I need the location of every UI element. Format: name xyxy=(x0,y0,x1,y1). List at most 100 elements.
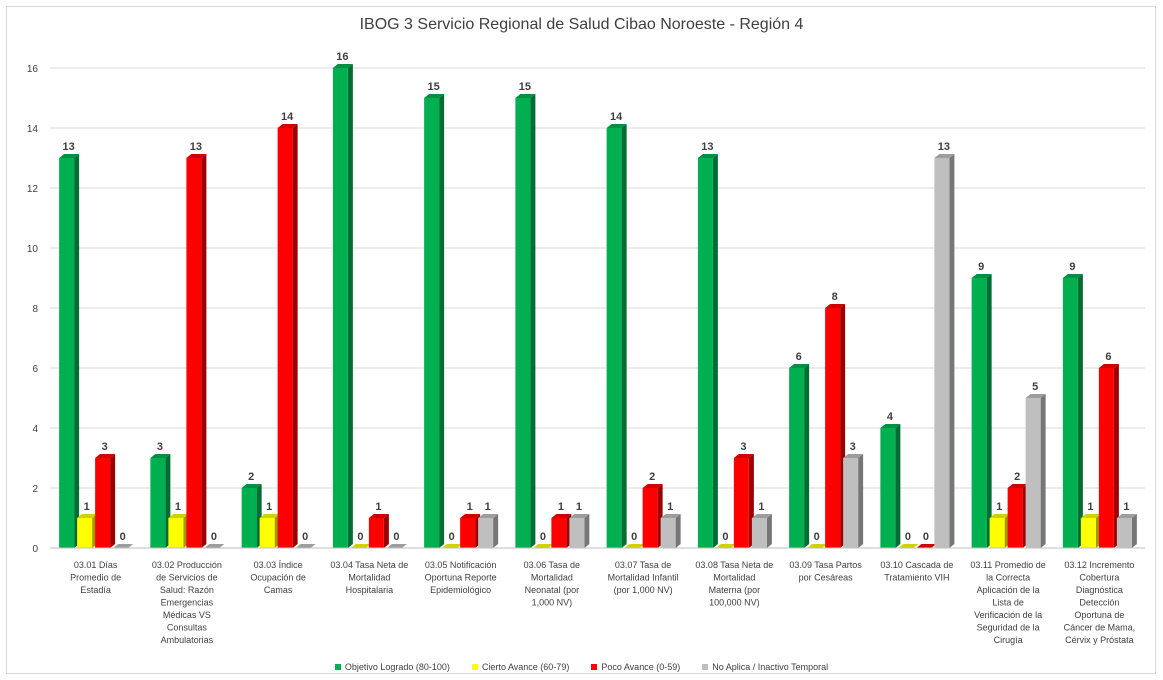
x-tick-label: Mortalidad xyxy=(348,573,390,583)
bar xyxy=(1062,278,1078,548)
bar-top xyxy=(515,94,536,98)
data-label: 4 xyxy=(887,411,894,423)
x-tick-label: Ocupación de xyxy=(250,573,306,583)
bar xyxy=(368,518,384,548)
bar-top xyxy=(424,94,445,98)
bar-top xyxy=(186,154,207,158)
x-tick-label: Materna (por xyxy=(709,585,761,595)
data-label: 0 xyxy=(722,531,728,543)
legend-label: Objetivo Logrado (80-100) xyxy=(344,662,450,672)
data-label: 0 xyxy=(814,531,820,543)
data-label: 1 xyxy=(84,501,90,513)
bar xyxy=(660,518,676,548)
x-tick-label: (por 1,000 NV) xyxy=(614,585,673,595)
data-label: 13 xyxy=(63,141,75,153)
bar-top xyxy=(277,124,298,128)
data-label: 0 xyxy=(302,531,308,543)
bar-side xyxy=(675,514,681,548)
bar xyxy=(569,518,585,548)
data-label: 1 xyxy=(485,501,491,513)
bar-top xyxy=(916,544,937,548)
bar-top xyxy=(460,514,481,518)
bar xyxy=(95,458,111,548)
data-label: 8 xyxy=(832,291,838,303)
bar-top xyxy=(241,484,262,488)
data-label: 13 xyxy=(190,141,202,153)
data-label: 16 xyxy=(336,51,348,63)
bar xyxy=(880,428,896,548)
data-label: 3 xyxy=(850,441,856,453)
data-label: 1 xyxy=(558,501,564,513)
bar xyxy=(606,128,622,548)
bar xyxy=(989,518,1005,548)
x-tick-label: Promedio de xyxy=(70,573,121,583)
x-tick-label: Neonatal (por xyxy=(525,585,580,595)
data-label: 1 xyxy=(667,501,673,513)
bar-side xyxy=(110,454,116,548)
bar-top xyxy=(989,514,1010,518)
data-label: 13 xyxy=(938,141,950,153)
bar-top xyxy=(77,514,98,518)
bar-top xyxy=(168,514,189,518)
bar-top xyxy=(295,544,316,548)
bar-top xyxy=(259,514,280,518)
bar-top xyxy=(569,514,590,518)
bar-side xyxy=(895,424,901,548)
legend-swatch xyxy=(591,664,598,670)
bar-top xyxy=(733,454,754,458)
bar-top xyxy=(642,484,663,488)
x-tick-label: Hospitalaria xyxy=(346,585,394,595)
bar xyxy=(515,98,531,548)
legend-swatch xyxy=(334,664,341,670)
bar xyxy=(789,368,805,548)
bar xyxy=(186,158,202,548)
bar-side xyxy=(292,124,298,548)
bar-top xyxy=(113,544,134,548)
x-tick-label: Diagnóstica xyxy=(1076,585,1123,595)
x-tick-label: Cáncer de Mama, xyxy=(1064,623,1136,633)
x-tick-label: Mortalidad Infantil xyxy=(608,573,679,583)
bar-top xyxy=(1025,394,1046,398)
bar-side xyxy=(621,124,627,548)
bar-top xyxy=(898,544,919,548)
bar xyxy=(241,488,257,548)
data-label: 0 xyxy=(120,531,126,543)
x-tick-label: Lista de xyxy=(992,598,1024,608)
legend-item: Poco Avance (0-59) xyxy=(591,662,680,672)
bar-top xyxy=(934,154,955,158)
x-tick-label: 03.05 Notificación xyxy=(425,560,497,570)
data-label: 2 xyxy=(1014,471,1020,483)
legend-label: Cierto Avance (60-79) xyxy=(481,662,570,672)
data-label: 1 xyxy=(266,501,272,513)
data-label: 2 xyxy=(649,471,655,483)
bar xyxy=(1007,488,1023,548)
bar xyxy=(478,518,494,548)
bar-top xyxy=(697,154,718,158)
bar xyxy=(642,488,658,548)
legend-label: No Aplica / Inactivo Temporal xyxy=(712,662,829,672)
bar xyxy=(59,158,75,548)
bar-top xyxy=(1007,484,1028,488)
bar-top xyxy=(971,274,992,278)
y-tick-label: 0 xyxy=(32,544,38,555)
bar-side xyxy=(530,94,536,548)
x-tick-label: 03.11 Promedio de xyxy=(970,560,1045,570)
data-label: 9 xyxy=(978,261,984,273)
bar-top xyxy=(1116,514,1137,518)
bar xyxy=(277,128,293,548)
x-tick-label: Epidemiológico xyxy=(430,585,491,595)
bar-side xyxy=(986,274,992,548)
x-tick-label: la Correcta xyxy=(986,573,1030,583)
x-tick-label: Tratamiento VIH xyxy=(884,573,949,583)
x-tick-label: Detección xyxy=(1079,598,1119,608)
y-tick-label: 10 xyxy=(27,244,39,255)
bar xyxy=(1080,518,1096,548)
x-tick-label: 03.08 Tasa Neta de xyxy=(695,560,773,570)
bar xyxy=(934,158,950,548)
bar-top xyxy=(880,424,901,428)
bar-top xyxy=(59,154,80,158)
bar-top xyxy=(95,454,116,458)
legend-swatch xyxy=(471,664,478,670)
bar-side xyxy=(1131,514,1137,548)
